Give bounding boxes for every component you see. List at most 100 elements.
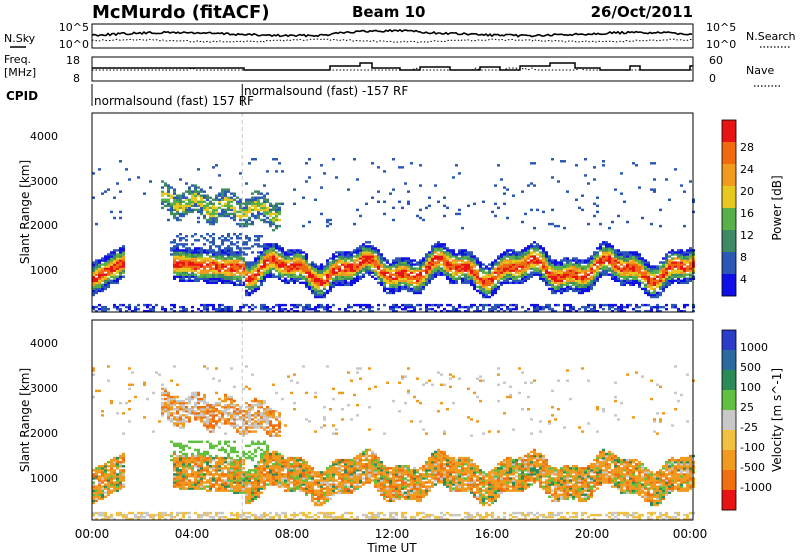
nsky-line <box>91 28 693 38</box>
rti-cell <box>314 279 317 283</box>
rti-cell <box>641 303 644 307</box>
rti-cell <box>203 279 206 283</box>
rti-cell <box>191 465 194 468</box>
rti-cell <box>206 202 209 206</box>
rti-cell <box>647 265 650 268</box>
rti-cell <box>197 477 200 480</box>
rti-cell <box>236 460 239 464</box>
rti-cell <box>596 273 599 276</box>
rti-cell <box>95 487 98 490</box>
rti-cell <box>194 184 197 187</box>
rti-cell <box>446 271 449 274</box>
rti-cell <box>641 257 644 260</box>
rti-cell <box>203 477 206 480</box>
rti-cell <box>119 487 122 490</box>
rti-cell <box>671 269 674 272</box>
rti-cell <box>104 281 107 285</box>
rti-cell <box>383 303 386 307</box>
rti-cell <box>152 305 155 309</box>
rti-cell <box>221 448 224 452</box>
rti-cell <box>293 255 296 258</box>
rti-cell <box>437 305 440 309</box>
rti-cell <box>215 477 218 480</box>
rti-cell <box>467 253 470 256</box>
rti-cell <box>494 277 497 280</box>
nave-right-tick-top: 60 <box>709 54 723 67</box>
rti-cell <box>560 263 563 266</box>
rti-cell <box>542 259 545 262</box>
rti-cell <box>125 305 128 309</box>
rti-cell <box>281 269 284 272</box>
rti-cell <box>200 414 203 417</box>
rti-cell <box>212 475 215 478</box>
rti-cell <box>227 245 230 248</box>
rti-cell <box>296 279 299 283</box>
rti-cell <box>494 283 497 287</box>
rti-cell <box>92 287 95 291</box>
rti-cell <box>677 279 680 283</box>
rti-cell <box>200 513 203 517</box>
rti-cell <box>212 261 215 264</box>
rti-cell <box>260 271 263 274</box>
rti-cell <box>608 261 611 264</box>
rti-cell <box>401 269 404 272</box>
rti-cell <box>533 267 536 270</box>
rti-cell <box>533 273 536 276</box>
rti-cell <box>356 251 359 254</box>
rti-cell <box>179 485 182 488</box>
rti-cell <box>443 259 446 262</box>
rti-cell <box>416 275 419 278</box>
rti-cell <box>635 277 638 280</box>
rti-cell <box>302 251 305 254</box>
rti-cell <box>227 395 230 399</box>
rti-cell <box>185 198 188 201</box>
rti-cell <box>323 267 326 270</box>
rti-cell <box>377 251 380 254</box>
rti-cell <box>638 271 641 274</box>
rti-cell <box>413 275 416 278</box>
rti-cell <box>245 210 248 214</box>
rti-cell <box>218 517 221 521</box>
rti-cell <box>623 259 626 262</box>
rti-cell <box>428 267 431 270</box>
rti-cell <box>227 405 230 409</box>
rti-cell <box>659 279 662 283</box>
rti-cell <box>509 267 512 270</box>
rti-cell <box>224 188 227 191</box>
rti-cell <box>98 511 101 515</box>
rti-cell <box>383 287 386 291</box>
rti-cell <box>212 303 215 307</box>
rti-cell <box>251 245 254 248</box>
rti-cell <box>653 283 656 287</box>
rti-cell <box>302 196 305 199</box>
rti-cell <box>239 465 242 468</box>
rti-cell <box>611 247 614 250</box>
rti-cell <box>191 469 194 472</box>
rti-cell <box>431 275 434 278</box>
rti-cell <box>221 281 224 285</box>
rti-cell <box>176 467 179 470</box>
rti-cell <box>419 291 422 295</box>
rti-cell <box>515 279 518 283</box>
rti-cell <box>206 265 209 268</box>
rti-cell <box>620 309 623 313</box>
rti-cell <box>527 253 530 256</box>
rti-cell <box>455 277 458 280</box>
rti-cell <box>332 253 335 256</box>
rti-cell <box>620 255 623 258</box>
rti-cell <box>665 178 668 181</box>
rti-cell <box>113 265 116 268</box>
rti-cell <box>512 281 515 285</box>
rti-cell <box>92 269 95 272</box>
rti-cell <box>437 269 440 272</box>
rti-cell <box>482 271 485 274</box>
rti-cell <box>317 303 320 307</box>
rti-cell <box>119 271 122 274</box>
rti-cell <box>620 261 623 264</box>
rti-cell <box>227 261 230 264</box>
rti-cell <box>566 263 569 266</box>
rti-cell <box>227 190 230 193</box>
rti-cell <box>326 261 329 264</box>
rti-cell <box>383 265 386 268</box>
rti-cell <box>182 214 185 218</box>
